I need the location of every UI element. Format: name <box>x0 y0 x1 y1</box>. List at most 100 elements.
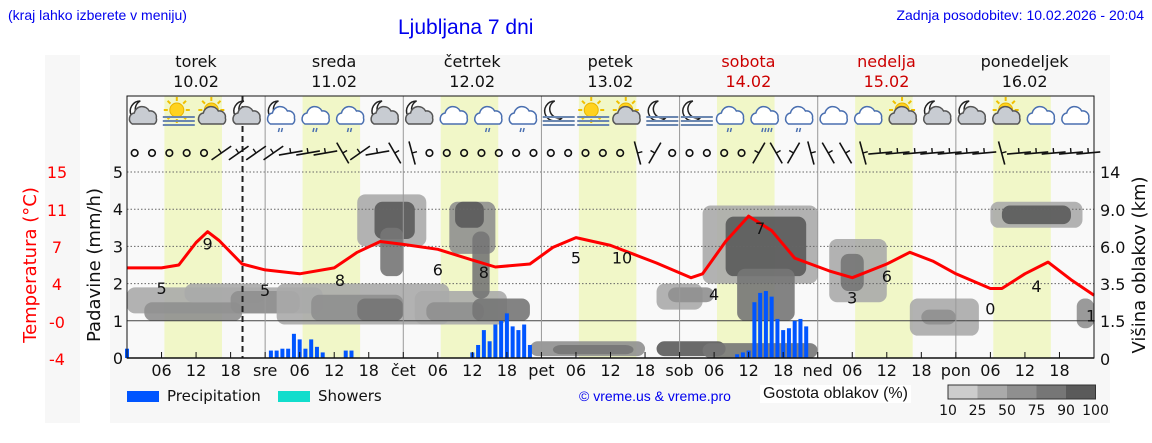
cloud-outline-icon <box>819 105 849 125</box>
temperature-label: 5 <box>260 281 270 300</box>
sun-fog-icon <box>577 97 610 126</box>
page-title: Ljubljana 7 dni <box>398 16 534 39</box>
cloud-outline-icon <box>1061 105 1090 125</box>
precipitation-bar <box>297 339 302 358</box>
rain-drop <box>761 127 764 133</box>
wind-barb-icon <box>821 142 835 164</box>
wind-feather <box>375 147 379 154</box>
precip-tick-label: 0 <box>113 349 123 368</box>
day-header: sobota 14.02 <box>679 52 817 92</box>
precipitation-bar <box>510 326 515 358</box>
legend-precipitation-label: Precipitation <box>167 387 261 405</box>
day-name: nedelja <box>857 52 916 71</box>
wind-feather <box>775 149 781 154</box>
precipitation-bar <box>314 346 319 358</box>
temperature-label: 7 <box>755 219 765 238</box>
rain-drop <box>312 127 315 133</box>
copyright-link[interactable]: © vreme.us & vreme.pro <box>579 388 731 404</box>
rain-drop <box>764 127 767 133</box>
wind-calm-icon <box>477 148 486 158</box>
precipitation-bar <box>769 296 774 358</box>
x-tick-label: 12 <box>600 361 620 380</box>
cloud-scale-swatch <box>1007 385 1037 399</box>
cloud-density-area <box>472 298 530 321</box>
rain-drop <box>487 127 491 133</box>
cloud-shape <box>819 105 849 125</box>
wind-calm-icon <box>598 148 607 158</box>
precipitation-bar <box>309 339 314 358</box>
precipitation-bar <box>740 352 745 358</box>
moon-shape <box>543 100 564 122</box>
x-tick-label: 12 <box>186 361 206 380</box>
precipitation-bar <box>527 344 532 358</box>
cloud-scale-label: 90 <box>1057 403 1075 419</box>
wind-barb-icon <box>648 142 662 164</box>
sun-ray <box>631 100 636 105</box>
wind-calm-icon <box>564 148 573 158</box>
x-tick-label: 06 <box>289 361 309 380</box>
moon-cloud-icon <box>957 100 987 125</box>
cloud-shape <box>370 105 400 125</box>
wind-calm-icon <box>442 148 451 158</box>
cloud-shape <box>923 105 952 125</box>
day-header: četrtek 12.02 <box>403 52 541 92</box>
wind-calm-icon <box>668 148 677 158</box>
wind-feather <box>754 149 760 154</box>
wind-calm-icon <box>702 148 711 158</box>
daylight-band <box>855 96 913 358</box>
precipitation-bar <box>303 348 308 358</box>
day-name: sobota <box>721 52 776 71</box>
cloud-height-axis-label: Višina oblakov (km) <box>1129 176 1150 353</box>
wind-calm-icon <box>529 148 538 158</box>
cloud-drizzle-icon <box>715 105 745 133</box>
wind-barb-icon <box>807 141 816 165</box>
temperature-tick-label: 11 <box>47 201 67 220</box>
wind-barb-icon <box>349 145 371 161</box>
cloud-height-tick-label: 9.0 <box>1100 201 1125 220</box>
cloud-shape <box>232 105 261 125</box>
wind-feather <box>650 149 656 154</box>
temperature-label: 8 <box>335 271 345 290</box>
precip-tick-label: 2 <box>113 275 123 294</box>
x-tick-label: 12 <box>877 361 897 380</box>
cloud-rain-icon <box>750 105 779 133</box>
precipitation-bar <box>481 330 486 358</box>
wind-barb-icon <box>972 147 997 155</box>
cloud-height-tick-label: 3.5 <box>1100 275 1125 294</box>
wind-barb-icon <box>278 147 303 156</box>
temperature-tick-label: -0 <box>49 313 65 332</box>
cloud-shape <box>404 105 434 125</box>
wind-barb-icon <box>838 142 853 164</box>
wind-calm-icon <box>494 148 503 158</box>
sun-ray <box>615 100 621 105</box>
moon-cloud-icon <box>232 100 261 125</box>
wind-barb-icon <box>868 147 893 155</box>
cloud-scale-label: 50 <box>998 403 1016 419</box>
precipitation-bar <box>758 292 763 358</box>
wind-barb-icon <box>769 142 783 164</box>
cloud-density-area <box>840 253 864 292</box>
x-tick-label: 06 <box>151 361 171 380</box>
precipitation-swatch <box>127 391 159 402</box>
region-hint[interactable]: (kraj lahko izberete v meniju) <box>8 7 187 23</box>
wind-calm-icon <box>199 148 209 158</box>
moon-fog-icon <box>680 100 713 126</box>
precip-tick-label: 5 <box>113 163 123 182</box>
cloud-density-area <box>552 344 634 355</box>
cloud-scale-label: 25 <box>969 403 987 419</box>
wind-feather <box>845 149 851 154</box>
day-date: 13.02 <box>587 72 634 91</box>
precipitation-bar <box>522 324 527 358</box>
wind-barb-icon <box>336 142 350 164</box>
wind-barb-icon <box>245 145 267 161</box>
wind-calm-icon <box>165 148 174 158</box>
sun-cloud-icon <box>612 97 641 125</box>
temperature-label: 5 <box>156 279 166 298</box>
wind-calm-icon <box>737 148 746 158</box>
wind-barb-icon <box>408 141 418 165</box>
rain-drop <box>770 127 773 133</box>
wind-calm-icon <box>546 148 555 158</box>
cloud-shape <box>888 105 918 125</box>
day-name: torek <box>175 52 217 71</box>
cloud-height-tick-label: 6.0 <box>1100 238 1125 257</box>
